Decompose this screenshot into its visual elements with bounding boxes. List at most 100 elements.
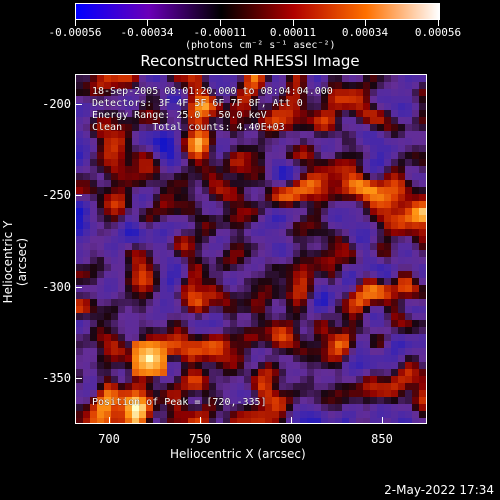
map-pixel <box>209 152 217 160</box>
map-pixel <box>384 75 392 83</box>
map-pixel <box>195 285 203 293</box>
map-pixel <box>160 166 168 174</box>
map-pixel <box>349 411 357 419</box>
map-pixel <box>153 383 161 391</box>
map-pixel <box>314 243 322 251</box>
map-pixel <box>216 320 224 328</box>
map-pixel <box>405 117 413 125</box>
map-pixel <box>265 334 273 342</box>
map-pixel <box>412 341 420 349</box>
map-pixel <box>83 362 91 370</box>
map-pixel <box>384 306 392 314</box>
map-pixel <box>321 341 329 349</box>
map-pixel <box>412 418 420 423</box>
map-pixel <box>258 215 266 223</box>
map-pixel <box>286 187 294 195</box>
map-pixel <box>167 334 175 342</box>
map-pixel <box>223 320 231 328</box>
map-pixel <box>286 334 294 342</box>
map-pixel <box>181 348 189 356</box>
map-pixel <box>244 124 252 132</box>
map-pixel <box>412 110 420 118</box>
map-pixel <box>76 348 84 356</box>
map-pixel <box>132 390 140 398</box>
map-pixel <box>314 306 322 314</box>
map-pixel <box>398 138 406 146</box>
map-pixel <box>258 201 266 209</box>
map-pixel <box>377 152 385 160</box>
map-pixel <box>391 313 399 321</box>
map-pixel <box>104 313 112 321</box>
map-pixel <box>104 117 112 125</box>
map-pixel <box>391 327 399 335</box>
map-pixel <box>363 159 371 167</box>
map-pixel <box>251 110 259 118</box>
map-pixel <box>181 201 189 209</box>
map-pixel <box>363 250 371 258</box>
map-pixel <box>174 145 182 153</box>
map-pixel <box>90 341 98 349</box>
map-pixel <box>384 348 392 356</box>
map-pixel <box>412 285 420 293</box>
map-pixel <box>328 411 336 419</box>
map-pixel <box>293 96 301 104</box>
map-pixel <box>76 341 84 349</box>
map-pixel <box>398 208 406 216</box>
map-pixel <box>342 292 350 300</box>
map-pixel <box>265 369 273 377</box>
map-pixel <box>146 138 154 146</box>
map-pixel <box>251 201 259 209</box>
map-pixel <box>244 369 252 377</box>
map-pixel <box>412 138 420 146</box>
map-pixel <box>356 166 364 174</box>
map-pixel <box>195 334 203 342</box>
map-pixel <box>125 166 133 174</box>
map-pixel <box>391 138 399 146</box>
map-pixel <box>321 292 329 300</box>
map-pixel <box>167 418 175 423</box>
map-pixel <box>384 201 392 209</box>
map-pixel <box>293 348 301 356</box>
map-pixel <box>195 341 203 349</box>
map-pixel <box>160 215 168 223</box>
map-pixel <box>90 131 98 139</box>
map-pixel <box>314 110 322 118</box>
map-pixel <box>349 348 357 356</box>
map-pixel <box>181 96 189 104</box>
map-pixel <box>167 229 175 237</box>
map-pixel <box>349 145 357 153</box>
map-pixel <box>146 257 154 265</box>
map-pixel <box>412 103 420 111</box>
map-pixel <box>195 117 203 125</box>
map-pixel <box>83 348 91 356</box>
map-pixel <box>293 117 301 125</box>
map-pixel <box>363 264 371 272</box>
map-pixel <box>279 285 287 293</box>
map-pixel <box>146 299 154 307</box>
map-pixel <box>167 222 175 230</box>
map-pixel <box>356 278 364 286</box>
map-pixel <box>405 215 413 223</box>
map-pixel <box>195 103 203 111</box>
map-pixel <box>419 222 426 230</box>
map-pixel <box>223 348 231 356</box>
map-pixel <box>419 348 426 356</box>
map-pixel <box>307 243 315 251</box>
map-pixel <box>118 117 126 125</box>
map-pixel <box>405 89 413 97</box>
map-pixel <box>111 236 119 244</box>
map-pixel <box>398 404 406 412</box>
map-pixel <box>272 292 280 300</box>
colorbar-tick-label: -0.00011 <box>193 26 247 39</box>
map-pixel <box>370 285 378 293</box>
map-pixel <box>216 117 224 125</box>
map-pixel <box>321 411 329 419</box>
map-pixel <box>272 131 280 139</box>
map-pixel <box>139 117 147 125</box>
map-pixel <box>209 173 217 181</box>
map-pixel <box>272 180 280 188</box>
map-pixel <box>167 82 175 90</box>
map-pixel <box>412 152 420 160</box>
map-pixel <box>286 82 294 90</box>
map-pixel <box>132 348 140 356</box>
